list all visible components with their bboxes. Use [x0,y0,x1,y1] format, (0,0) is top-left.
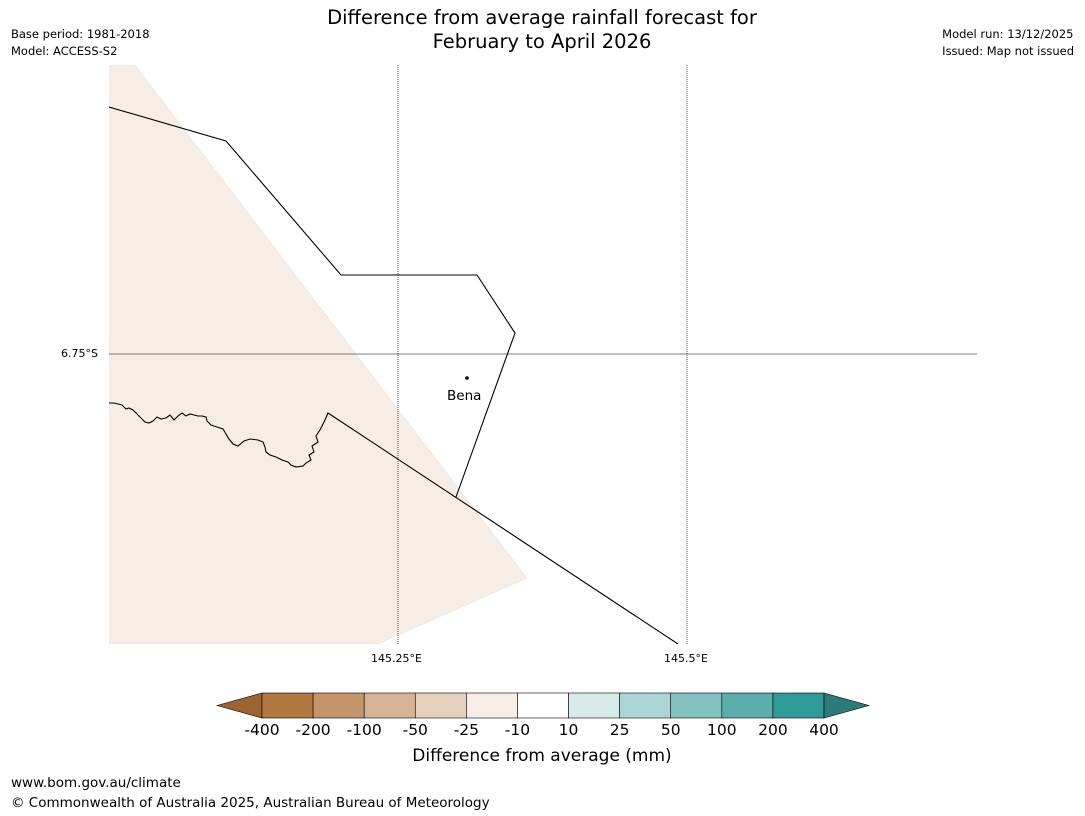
colorbar-tick-label: -50 [402,721,428,739]
title-line-1: Difference from average rainfall forecas… [327,6,757,29]
place-label-bena: Bena [447,388,482,404]
colorbar-tick-label: 25 [609,721,630,739]
model-text: Model: ACCESS-S2 [11,44,118,58]
forecast-shaded-region [109,65,528,644]
colorbar-tick-label: 50 [660,721,681,739]
footer-url[interactable]: www.bom.gov.au/climate [11,775,181,791]
title-line-2: February to April 2026 [432,30,652,53]
longitude-label-2: 145.5°E [664,652,708,665]
colorbar-tick-label: 200 [758,721,788,739]
colorbar-tick-label: -10 [504,721,531,739]
colorbar-title: Difference from average (mm) [412,746,672,766]
footer-copyright: © Commonwealth of Australia 2025, Austra… [11,795,490,811]
meta-right: Model run: 13/12/2025 Issued: Map not is… [942,26,1074,60]
latitude-label: 6.75°S [61,347,98,360]
bena-marker [465,376,469,380]
colorbar-tick-label: 10 [558,721,579,739]
map-title: Difference from average rainfall forecas… [242,6,842,54]
colorbar-tick-label: -100 [346,721,382,739]
base-period-text: Base period: 1981-2018 [11,27,150,41]
colorbar-tick-label: -400 [244,721,280,739]
colorbar-tick-label: -200 [295,721,331,739]
province-boundary [109,106,516,498]
province-boundary-south [109,402,679,644]
colorbar-tick-label: 400 [809,721,839,739]
meta-left: Base period: 1981-2018 Model: ACCESS-S2 [11,26,150,60]
colorbar-tick-label: 100 [707,721,737,739]
model-run-text: Model run: 13/12/2025 [942,27,1074,41]
issued-text: Issued: Map not issued [942,44,1074,58]
longitude-label-1: 145.25°E [371,652,422,665]
colorbar-tick-label: -25 [453,721,480,739]
